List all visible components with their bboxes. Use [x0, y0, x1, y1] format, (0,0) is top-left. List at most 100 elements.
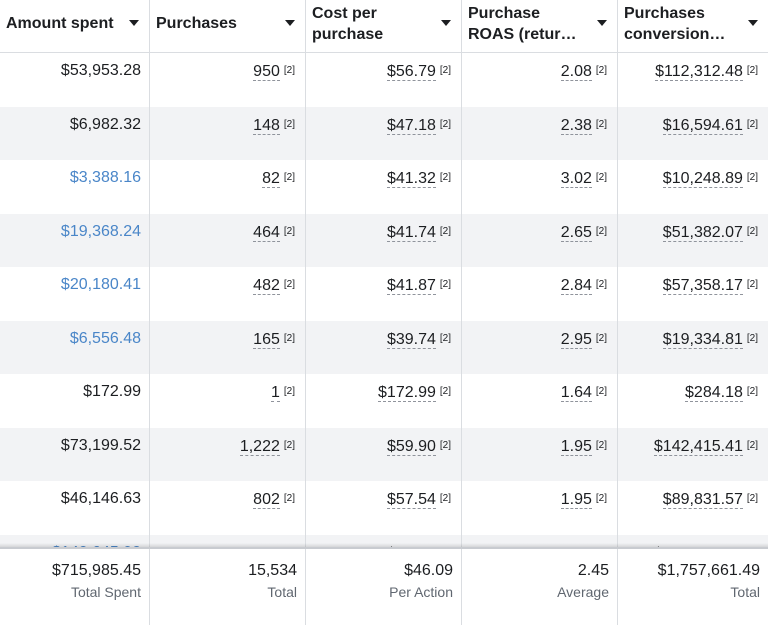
- cell-purchases-conversion[interactable]: $142,415.41 [2]: [618, 428, 768, 482]
- metric-value-link[interactable]: $89,831.57: [662, 491, 743, 509]
- cell-purchases-conversion[interactable]: $19,334.81 [2]: [618, 321, 768, 375]
- metric-value-link[interactable]: $57,358.17: [662, 277, 743, 295]
- cell-purchases[interactable]: 165 [2]: [150, 320, 306, 374]
- metric-value-link[interactable]: $51,382.07: [662, 223, 743, 242]
- metric-value-link[interactable]: $307,224.10: [653, 544, 743, 548]
- metric-value-link[interactable]: $172.99: [378, 384, 436, 402]
- cell-cost-per-purchase[interactable]: $172.99 [2]: [306, 374, 462, 428]
- cell-cost-per-purchase[interactable]: $41.32 [2]: [306, 160, 462, 214]
- cell-purchases[interactable]: 802 [2]: [150, 481, 306, 535]
- sort-caret-icon[interactable]: [441, 20, 451, 26]
- metric-value-link[interactable]: $57.54: [386, 491, 436, 509]
- cell-purchase-roas[interactable]: 1.64 [2]: [462, 374, 618, 428]
- metric-value-link[interactable]: 464: [253, 223, 280, 242]
- metric-value-link[interactable]: $10,248.89: [662, 170, 743, 188]
- column-header-purchases-conversion[interactable]: Purchases conversion…: [618, 0, 768, 52]
- cell-purchases-conversion[interactable]: $57,358.17 [2]: [618, 267, 768, 321]
- cell-purchases-conversion[interactable]: $89,831.57 [2]: [618, 481, 768, 535]
- amount-link[interactable]: $19,368.24: [60, 222, 141, 240]
- metric-value-link[interactable]: $41.32: [386, 170, 436, 188]
- sort-caret-icon[interactable]: [285, 20, 295, 26]
- metric-value-link[interactable]: 2.18: [560, 544, 592, 548]
- cell-purchases[interactable]: 464 [2]: [150, 213, 306, 267]
- cell-cost-per-purchase[interactable]: $41.74 [2]: [306, 213, 462, 267]
- sort-caret-icon[interactable]: [129, 20, 139, 26]
- cell-cost-per-purchase[interactable]: $56.79 [2]: [306, 53, 462, 107]
- metric-value-link[interactable]: $46.84: [386, 544, 436, 548]
- cell-purchases[interactable]: 1,222 [2]: [150, 427, 306, 481]
- metric-value-link[interactable]: $41.74: [386, 223, 436, 242]
- sort-caret-icon[interactable]: [597, 20, 607, 26]
- metric-value-link[interactable]: $56.79: [386, 63, 436, 81]
- cell-purchases-conversion[interactable]: $51,382.07 [2]: [618, 214, 768, 268]
- metric-value-link[interactable]: $142,415.41: [653, 437, 743, 456]
- metric-value-link[interactable]: 2.38: [560, 116, 592, 135]
- cell-purchases[interactable]: 950 [2]: [150, 53, 306, 107]
- table-body[interactable]: $53,953.28 950 [2] $56.79 [2] 2.08 [2] $112,312…: [0, 53, 768, 548]
- column-header-cost-per-purchase[interactable]: Cost per purchase: [306, 0, 462, 52]
- cell-amount-spent[interactable]: $20,180.41: [0, 267, 150, 321]
- cell-purchase-roas[interactable]: 1.95 [2]: [462, 427, 618, 481]
- cell-purchases-conversion[interactable]: $112,312.48 [2]: [618, 53, 768, 107]
- cell-cost-per-purchase[interactable]: $47.18 [2]: [306, 106, 462, 160]
- metric-value-link[interactable]: 148: [253, 116, 280, 135]
- cell-amount-spent[interactable]: $6,556.48: [0, 320, 150, 374]
- metric-value-link[interactable]: $19,334.81: [662, 330, 743, 349]
- metric-value-link[interactable]: 3.02: [560, 170, 592, 188]
- cell-purchase-roas[interactable]: 2.65 [2]: [462, 213, 618, 267]
- amount-link[interactable]: $3,388.16: [69, 169, 141, 186]
- cell-purchases[interactable]: 1 [2]: [150, 374, 306, 428]
- cell-purchases[interactable]: 148 [2]: [150, 106, 306, 160]
- metric-value-link[interactable]: 2.08: [560, 63, 592, 81]
- column-header-amount-spent[interactable]: Amount spent: [0, 0, 150, 52]
- metric-value-link[interactable]: $47.18: [386, 116, 436, 135]
- metric-value-link[interactable]: $59.90: [386, 437, 436, 456]
- cell-purchase-roas[interactable]: 2.08 [2]: [462, 53, 618, 107]
- metric-value-link[interactable]: $112,312.48: [655, 63, 743, 81]
- column-header-purchase-roas[interactable]: Purchase ROAS (retur…: [462, 0, 618, 52]
- total-purchases: 15,534 Total: [150, 549, 306, 625]
- amount-link[interactable]: $6,556.48: [69, 329, 141, 347]
- cell-purchases[interactable]: 482 [2]: [150, 267, 306, 321]
- cell-purchase-roas[interactable]: 2.84 [2]: [462, 267, 618, 321]
- metric-value-link[interactable]: $39.74: [386, 330, 436, 349]
- cell-purchase-roas[interactable]: 1.95 [2]: [462, 481, 618, 535]
- cell-purchases[interactable]: 82 [2]: [150, 160, 306, 214]
- amount-link[interactable]: $20,180.41: [60, 276, 141, 293]
- cell-purchases-conversion[interactable]: $10,248.89 [2]: [618, 160, 768, 214]
- cell-cost-per-purchase[interactable]: $59.90 [2]: [306, 427, 462, 481]
- metric-value-link[interactable]: $16,594.61: [662, 116, 743, 135]
- cell-cost-per-purchase[interactable]: $39.74 [2]: [306, 320, 462, 374]
- cell-cost-per-purchase[interactable]: $41.87 [2]: [306, 267, 462, 321]
- cell-amount-spent[interactable]: $3,388.16: [0, 160, 150, 214]
- metric-value-link[interactable]: 950: [253, 63, 280, 81]
- metric-value-link[interactable]: 82: [262, 170, 280, 188]
- metric-value-link[interactable]: 2.84: [560, 277, 592, 295]
- cell-amount-spent[interactable]: $140,645.90: [0, 534, 150, 549]
- sort-caret-icon[interactable]: [748, 20, 758, 26]
- metric-value-link[interactable]: 165: [253, 330, 280, 349]
- cell-purchase-roas[interactable]: 2.38 [2]: [462, 106, 618, 160]
- metric-value-link[interactable]: 1.95: [560, 491, 592, 509]
- metric-value-link[interactable]: $284.18: [685, 384, 743, 402]
- cell-purchase-roas[interactable]: 2.95 [2]: [462, 320, 618, 374]
- metric-value-link[interactable]: 2.95: [560, 330, 592, 349]
- metric-value-link[interactable]: 802: [253, 491, 280, 509]
- cell-purchase-roas[interactable]: 3.02 [2]: [462, 160, 618, 214]
- metric-value-link[interactable]: 1.64: [560, 384, 592, 402]
- metric-value-link[interactable]: 3,003: [239, 544, 280, 548]
- metric-value-link[interactable]: 2.65: [560, 223, 592, 242]
- metric-value-link[interactable]: $41.87: [386, 277, 436, 295]
- metric-value-link[interactable]: 1: [270, 384, 280, 402]
- cell-amount-spent: $172.99: [0, 374, 150, 428]
- cell-cost-per-purchase[interactable]: $57.54 [2]: [306, 481, 462, 535]
- metric-value-link[interactable]: 1,222: [239, 437, 280, 456]
- metric-value-link[interactable]: 482: [253, 277, 280, 295]
- cell-purchases-conversion[interactable]: $284.18 [2]: [618, 374, 768, 428]
- amount-link[interactable]: $140,645.90: [52, 544, 141, 549]
- cell-amount-spent[interactable]: $19,368.24: [0, 213, 150, 267]
- metric-value-link[interactable]: 1.95: [560, 437, 592, 456]
- footnote-marker: [2]: [283, 65, 295, 76]
- cell-purchases-conversion[interactable]: $16,594.61 [2]: [618, 107, 768, 161]
- column-header-purchases[interactable]: Purchases: [150, 0, 306, 52]
